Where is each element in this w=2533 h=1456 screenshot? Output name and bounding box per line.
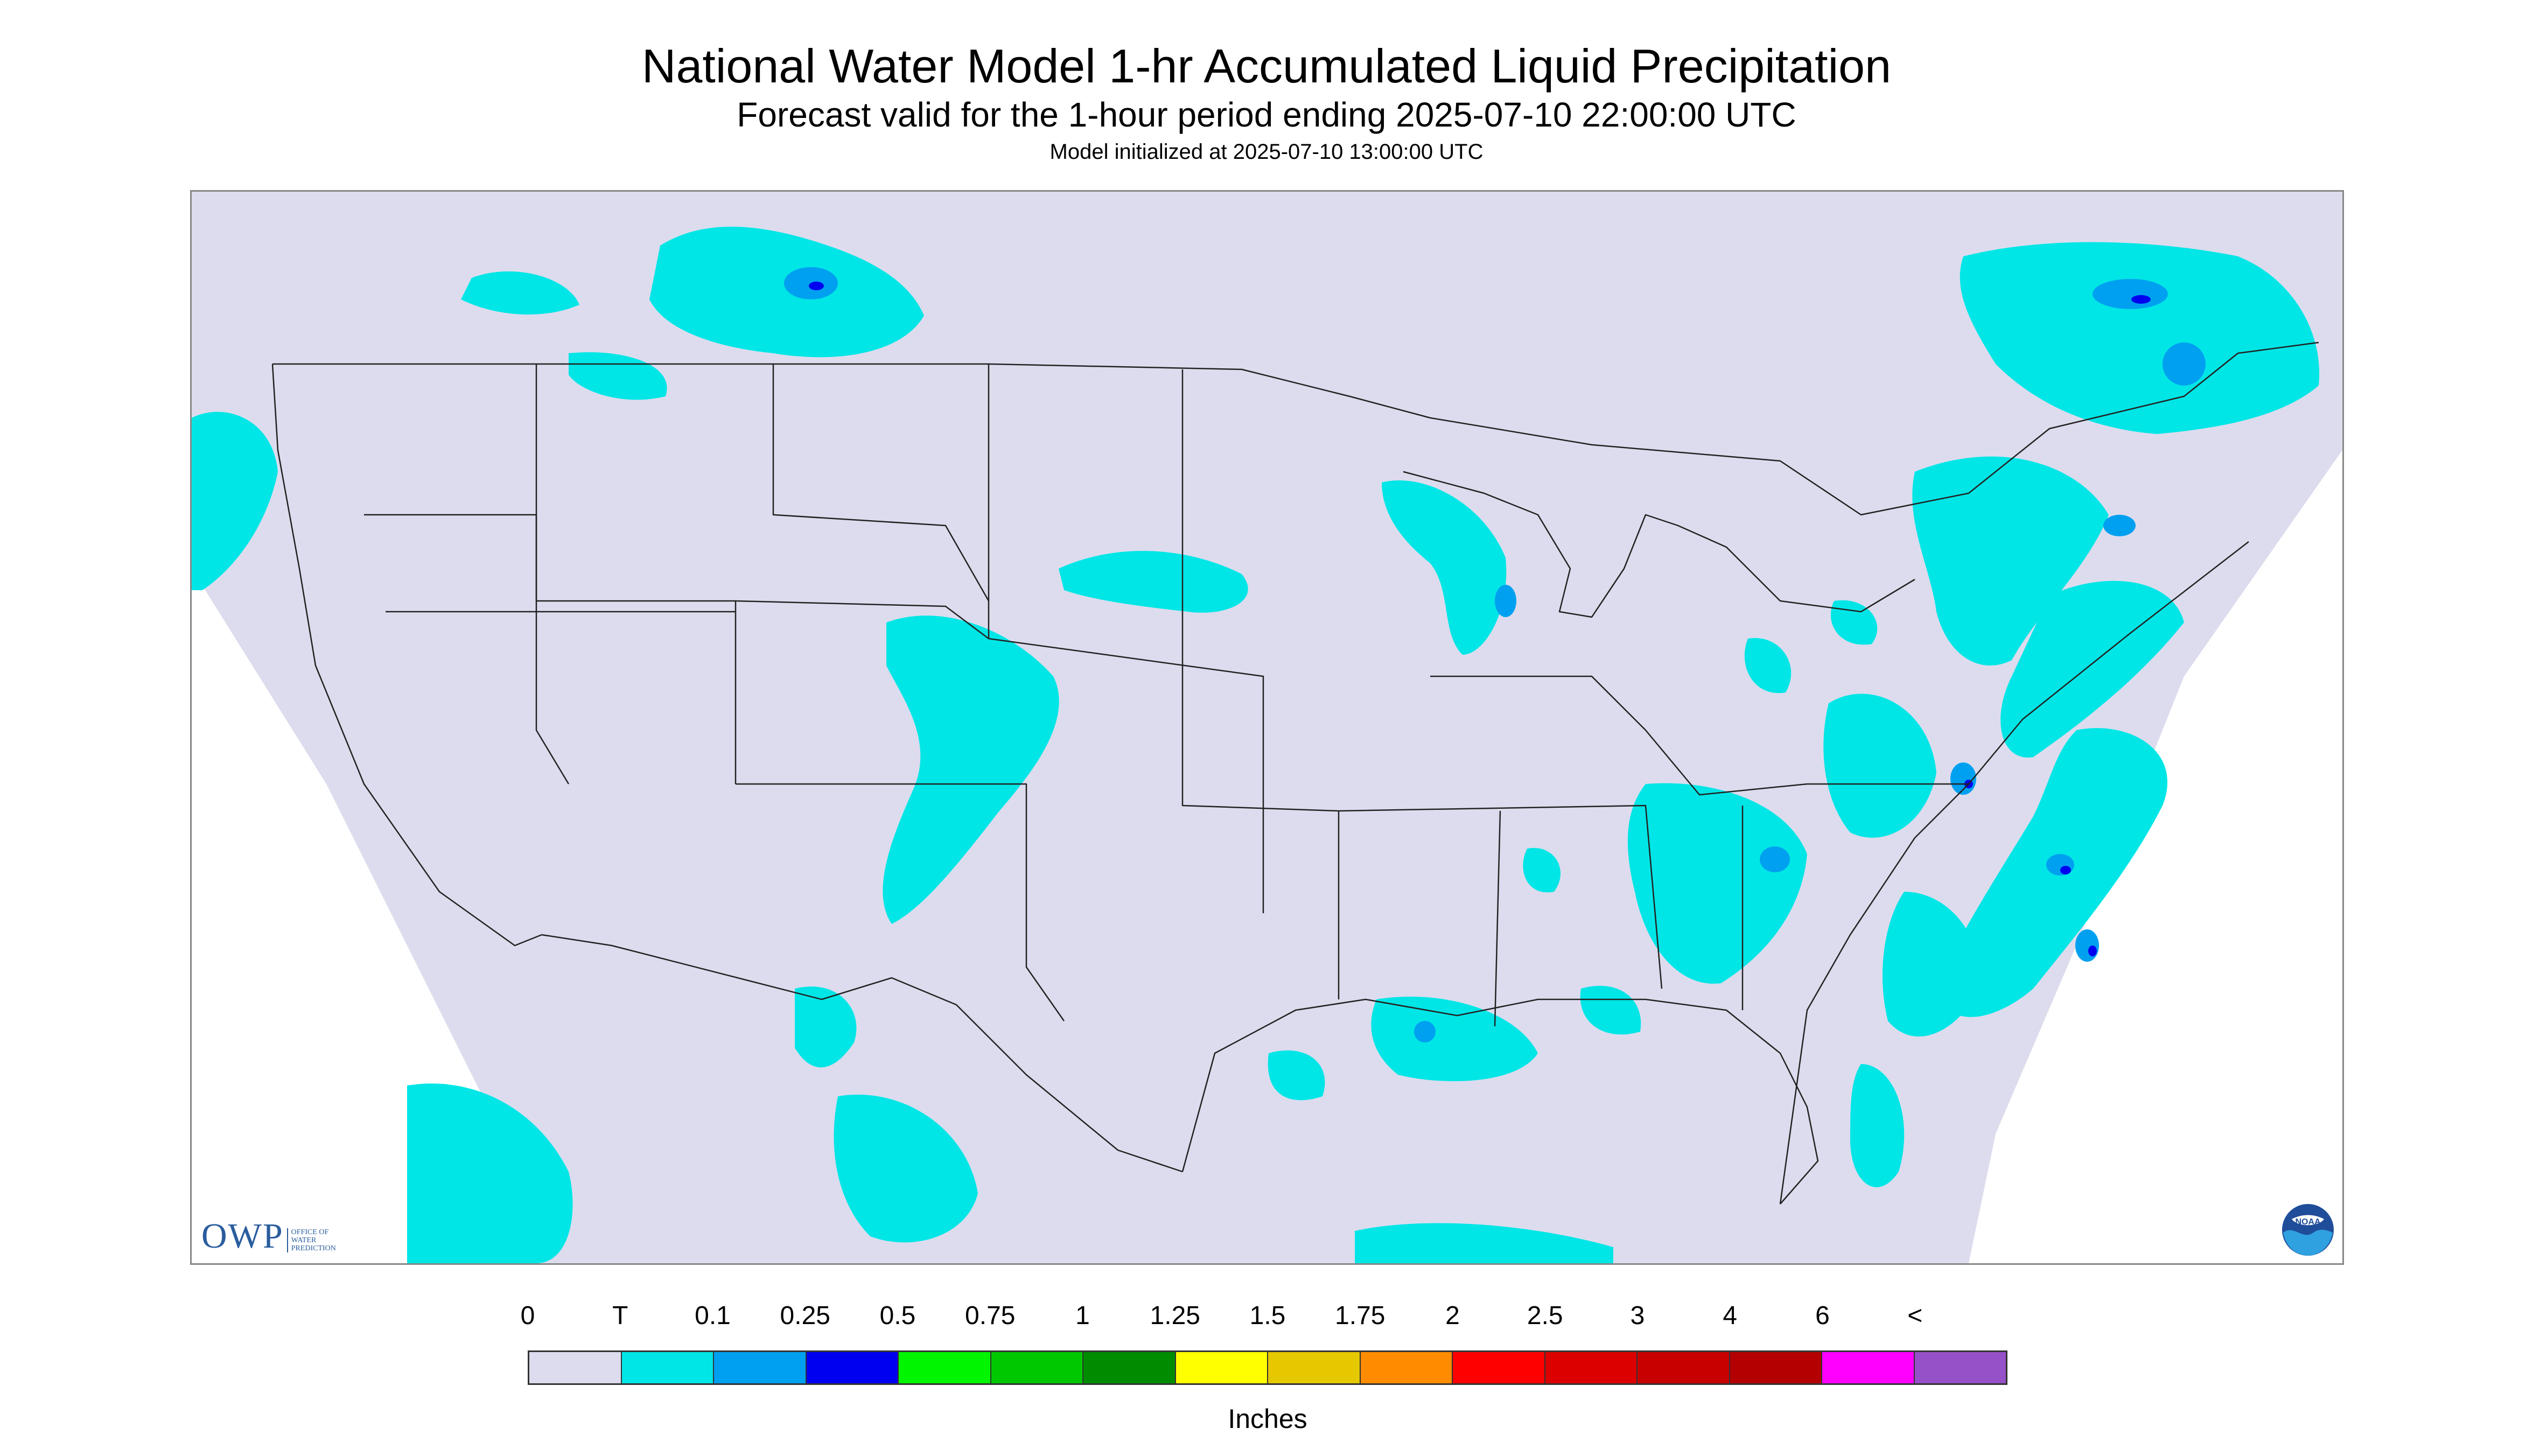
legend-tick-label: T — [612, 1301, 628, 1330]
owp-subtitle-line: PREDICTION — [291, 1244, 336, 1252]
legend-tick-label: 0 — [520, 1301, 535, 1330]
legend-swatch — [1638, 1352, 1730, 1383]
legend-swatch — [714, 1352, 807, 1383]
legend-swatch — [529, 1352, 622, 1383]
state-line-8 — [1338, 804, 1663, 989]
legend-swatch — [1268, 1352, 1361, 1383]
legend-tick-label: 1.75 — [1335, 1301, 1386, 1330]
precip-map[interactable]: OWP OFFICE OF WATER PREDICTION NOAA — [190, 190, 2344, 1265]
legend-swatch — [899, 1352, 991, 1383]
legend-swatch — [1360, 1352, 1453, 1383]
map-graphic — [192, 227, 2342, 1263]
owp-mark: OWP — [201, 1216, 284, 1256]
state-line-2 — [988, 364, 1264, 913]
atlantic-coast — [1779, 541, 2249, 1205]
legend-tick-label: 6 — [1815, 1301, 1830, 1330]
state-line-7 — [1430, 675, 1969, 796]
state-line-6 — [736, 783, 1065, 1021]
init-time: Model initialized at 2025-07-10 13:00:00… — [1049, 140, 1484, 164]
legend-tick-label: 3 — [1630, 1301, 1645, 1330]
legend-swatch — [806, 1352, 899, 1383]
legend-tick-label: 2 — [1445, 1301, 1460, 1330]
legend-swatch — [621, 1352, 714, 1383]
legend-swatch — [1175, 1352, 1268, 1383]
legend-units: Inches — [1228, 1404, 1307, 1434]
state-line-1 — [535, 364, 737, 784]
legend-tick-label: < — [1907, 1301, 1923, 1330]
canada-us-border — [272, 341, 2319, 516]
owp-subtitle-line: OFFICE OF — [291, 1228, 329, 1236]
map-title: National Water Model 1-hr Accumulated Li… — [641, 39, 1892, 93]
noaa-logo-text: NOAA — [2295, 1217, 2321, 1227]
state-line-11 — [772, 364, 990, 601]
state-line-3 — [735, 600, 989, 639]
legend-tick-label: 0.75 — [965, 1301, 1016, 1330]
legend-swatch — [991, 1352, 1083, 1383]
us-mexico-border — [541, 934, 1183, 1173]
legend-tick-label: 1.25 — [1150, 1301, 1200, 1330]
great-lakes — [1403, 471, 1915, 618]
legend-tick-label: 2.5 — [1527, 1301, 1563, 1330]
legend-swatch — [1730, 1352, 1822, 1383]
owp-subtitle: OFFICE OF WATER PREDICTION — [286, 1228, 336, 1252]
color-legend: 0 T 0.1 0.25 0.5 0.75 1 1.25 1.5 1.75 2 2.5 3 4 6 < Inc… — [521, 1292, 2007, 1443]
owp-subtitle-line: WATER — [291, 1236, 317, 1244]
state-line-9 — [1494, 810, 1501, 1027]
pacific-coast — [271, 363, 542, 947]
legend-tick-label: 1 — [1075, 1301, 1090, 1330]
legend-tick-label: 1.5 — [1249, 1301, 1286, 1330]
legend-swatch — [1453, 1352, 1545, 1383]
legend-tick-label: 0.1 — [695, 1301, 731, 1330]
legend-tick-label: 0.25 — [780, 1301, 830, 1330]
state-line-5 — [1181, 369, 1340, 999]
gulf-coast — [1181, 998, 1819, 1205]
legend-bar — [528, 1350, 2007, 1385]
legend-swatch — [1914, 1352, 2006, 1383]
noaa-logo: NOAA — [2282, 1204, 2334, 1256]
legend-swatch — [1545, 1352, 1638, 1383]
owp-logo: OWP OFFICE OF WATER PREDICTION — [201, 1216, 336, 1257]
boundaries — [271, 341, 2319, 1205]
legend-tick-label: 4 — [1723, 1301, 1738, 1330]
legend-swatch — [1822, 1352, 1915, 1383]
outside-domain-right — [1969, 450, 2342, 1263]
map-subtitle: Forecast valid for the 1-hour period end… — [737, 95, 1796, 134]
legend-tick-label: 0.5 — [879, 1301, 916, 1330]
state-line-12 — [364, 514, 570, 785]
legend-swatch — [1083, 1352, 1176, 1383]
precip-light — [192, 227, 2320, 1263]
